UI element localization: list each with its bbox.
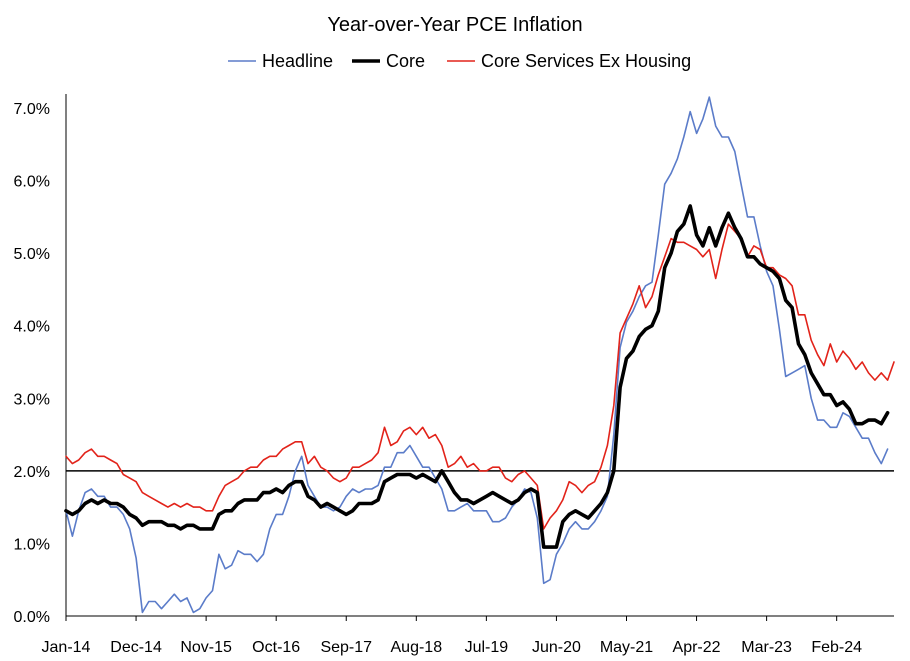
chart-title: Year-over-Year PCE Inflation [327, 14, 582, 36]
y-tick-label: 5.0% [14, 246, 50, 263]
legend-label-core-services-ex-housing: Core Services Ex Housing [481, 51, 691, 71]
y-tick-label: 6.0% [14, 174, 50, 191]
x-tick-label: May-21 [600, 639, 653, 656]
x-axis: Jan-14 Dec-14 Nov-15 Oct-16 Sep-17 Aug-18 Jul-… [42, 470, 894, 656]
x-tick-label: Feb-24 [811, 639, 862, 656]
y-tick-label: 1.0% [14, 536, 50, 553]
x-tick-label: Mar-23 [741, 639, 792, 656]
x-tick-label: Aug-18 [391, 639, 443, 656]
x-tick-label: Sep-17 [320, 639, 372, 656]
x-tick-label: Oct-16 [252, 639, 300, 656]
plot-area: 0.0% 1.0% 2.0% 3.0% 4.0% 5.0% 6.0% 7.0% Jan-14 D… [14, 94, 895, 656]
legend: Headline Core Core Services Ex Housing [228, 51, 691, 71]
legend-item-core[interactable]: Core [352, 51, 425, 71]
legend-label-headline: Headline [262, 51, 333, 71]
y-tick-label: 4.0% [14, 319, 50, 336]
y-tick-label: 3.0% [14, 391, 50, 408]
y-tick-label: 7.0% [14, 101, 50, 118]
series-lines [64, 96, 895, 614]
x-tick-label: Jun-20 [532, 639, 581, 656]
headline-series-line [65, 96, 889, 614]
y-tick-label: 2.0% [14, 464, 50, 481]
x-tick-label: Jul-19 [465, 639, 509, 656]
legend-label-core: Core [386, 51, 425, 71]
legend-item-core-services-ex-housing[interactable]: Core Services Ex Housing [447, 51, 691, 71]
legend-item-headline[interactable]: Headline [228, 51, 333, 71]
core-services-ex-housing-series-line [65, 223, 895, 530]
x-tick-label: Apr-22 [673, 639, 721, 656]
x-tick-label: Jan-14 [42, 639, 91, 656]
core-series-line [64, 204, 890, 549]
y-axis: 0.0% 1.0% 2.0% 3.0% 4.0% 5.0% 6.0% 7.0% [14, 94, 67, 626]
x-tick-label: Dec-14 [110, 639, 162, 656]
x-tick-label: Nov-15 [180, 639, 232, 656]
y-tick-label: 0.0% [14, 609, 50, 626]
